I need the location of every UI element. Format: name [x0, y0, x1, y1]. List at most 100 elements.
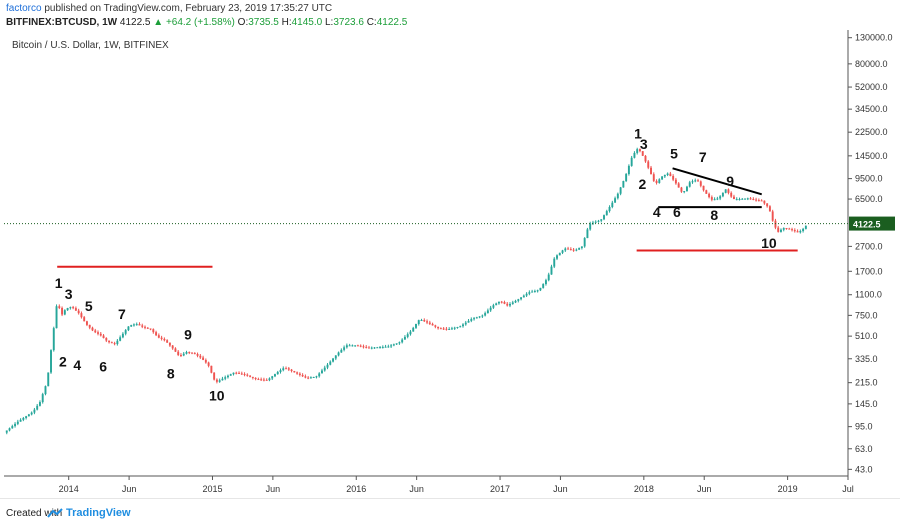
candle-body	[597, 220, 600, 222]
candle-body	[381, 346, 384, 348]
candle-body	[182, 353, 185, 356]
candle-body	[799, 231, 802, 233]
wave-label: 2	[638, 176, 646, 192]
candle-body	[730, 192, 733, 197]
candle-body	[608, 206, 611, 212]
candle-body	[38, 402, 41, 406]
candle-body	[14, 423, 17, 427]
candle-body	[141, 325, 144, 327]
wave-label: 3	[640, 136, 648, 152]
candle-body	[442, 328, 445, 330]
publish-line: factorco published on TradingView.com, F…	[6, 3, 332, 14]
tradingview-brand[interactable]: TradingView	[66, 507, 131, 519]
candle-body	[108, 340, 111, 343]
wave-label: 8	[167, 366, 175, 382]
candle-body	[752, 198, 755, 200]
x-tick-label: Jun	[409, 484, 424, 494]
candle-body	[685, 186, 688, 192]
x-tick-label: Jul	[842, 484, 854, 494]
candle-body	[655, 180, 658, 183]
close-value: 4122.5	[376, 17, 408, 28]
candle-body	[450, 328, 453, 330]
candle-body	[296, 372, 299, 374]
open-value: 3735.5	[248, 17, 279, 28]
candle-body	[193, 353, 196, 355]
candle-body	[509, 303, 511, 306]
candle-body	[157, 335, 160, 338]
candle-body	[589, 223, 592, 230]
candle-body	[561, 250, 564, 253]
wave-label: 5	[670, 146, 678, 162]
candle-body	[354, 345, 357, 347]
candle-body	[359, 345, 362, 347]
candle-body	[177, 351, 180, 355]
candle-body	[492, 305, 495, 308]
wave-label: 6	[673, 204, 681, 220]
x-tick-label: Jun	[697, 484, 712, 494]
symbol-label: BITFINEX:BTCUSD, 1W	[6, 17, 118, 28]
candle-body	[174, 348, 177, 352]
candle-body	[155, 332, 158, 336]
candle-body	[88, 324, 91, 328]
candle-body	[312, 376, 315, 378]
candle-body	[536, 290, 539, 292]
candle-body	[41, 394, 44, 403]
candle-body	[600, 219, 603, 221]
candle-body	[138, 324, 141, 326]
last-price: 4122.5	[119, 17, 151, 28]
candle-body	[699, 181, 702, 186]
chart-area[interactable]: 130000.0 80000.0 52000.0 34500.0 22500.0 1450…	[0, 30, 900, 498]
candle-body	[528, 292, 531, 294]
candle-body	[243, 374, 246, 376]
y-tick-label: 22500.0	[855, 127, 888, 137]
footer: Created with TradingView	[0, 498, 900, 528]
candle-body	[329, 361, 332, 365]
candle-body	[113, 343, 116, 345]
candle-body	[426, 321, 429, 323]
candle-body	[77, 310, 80, 314]
candle-body	[11, 426, 14, 429]
candle-body	[105, 338, 108, 341]
candle-body	[387, 346, 390, 348]
candle-body	[202, 357, 205, 360]
publish-info: published on TradingView.com, February 2…	[44, 3, 333, 14]
y-tick-label: 9500.0	[855, 174, 883, 184]
candle-body	[285, 368, 288, 370]
candle-body	[395, 343, 398, 345]
candle-body	[8, 428, 11, 431]
candle-body	[650, 167, 652, 175]
candle-body	[542, 284, 545, 288]
close-label: C:	[366, 17, 377, 28]
candle-body	[638, 149, 641, 152]
candle-body	[738, 199, 741, 201]
candle-body	[544, 280, 547, 285]
x-tick-label: 2018	[634, 484, 654, 494]
chart-subtitle: Bitcoin / U.S. Dollar, 1W, BITFINEX	[12, 40, 169, 51]
candle-body	[85, 321, 88, 325]
y-tick-label: 95.0	[855, 422, 873, 432]
tradingview-logo-icon	[47, 508, 63, 518]
candle-body	[304, 376, 307, 378]
candle-body	[702, 185, 705, 191]
candle-body	[171, 345, 174, 349]
price-chart[interactable]: 130000.0 80000.0 52000.0 34500.0 22500.0 1450…	[0, 30, 900, 498]
wave-label: 6	[99, 358, 107, 374]
candle-body	[379, 347, 382, 349]
candle-body	[531, 291, 534, 293]
candle-body	[69, 307, 72, 309]
candle-body	[705, 190, 708, 194]
candle-body	[525, 293, 528, 296]
x-tick-label: Jun	[553, 484, 568, 494]
candle-body	[605, 211, 608, 216]
candle-body	[348, 345, 351, 347]
last-price-tag-label: 4122.5	[853, 220, 881, 230]
candle-body	[257, 379, 260, 381]
y-tick-label: 510.0	[855, 331, 878, 341]
candle-body	[641, 151, 644, 156]
candle-body	[36, 405, 39, 410]
x-tick-label: 2017	[490, 484, 510, 494]
candle-body	[168, 342, 171, 346]
candle-body	[713, 199, 716, 201]
author-link[interactable]: factorco	[6, 3, 42, 14]
candle-body	[119, 337, 122, 341]
